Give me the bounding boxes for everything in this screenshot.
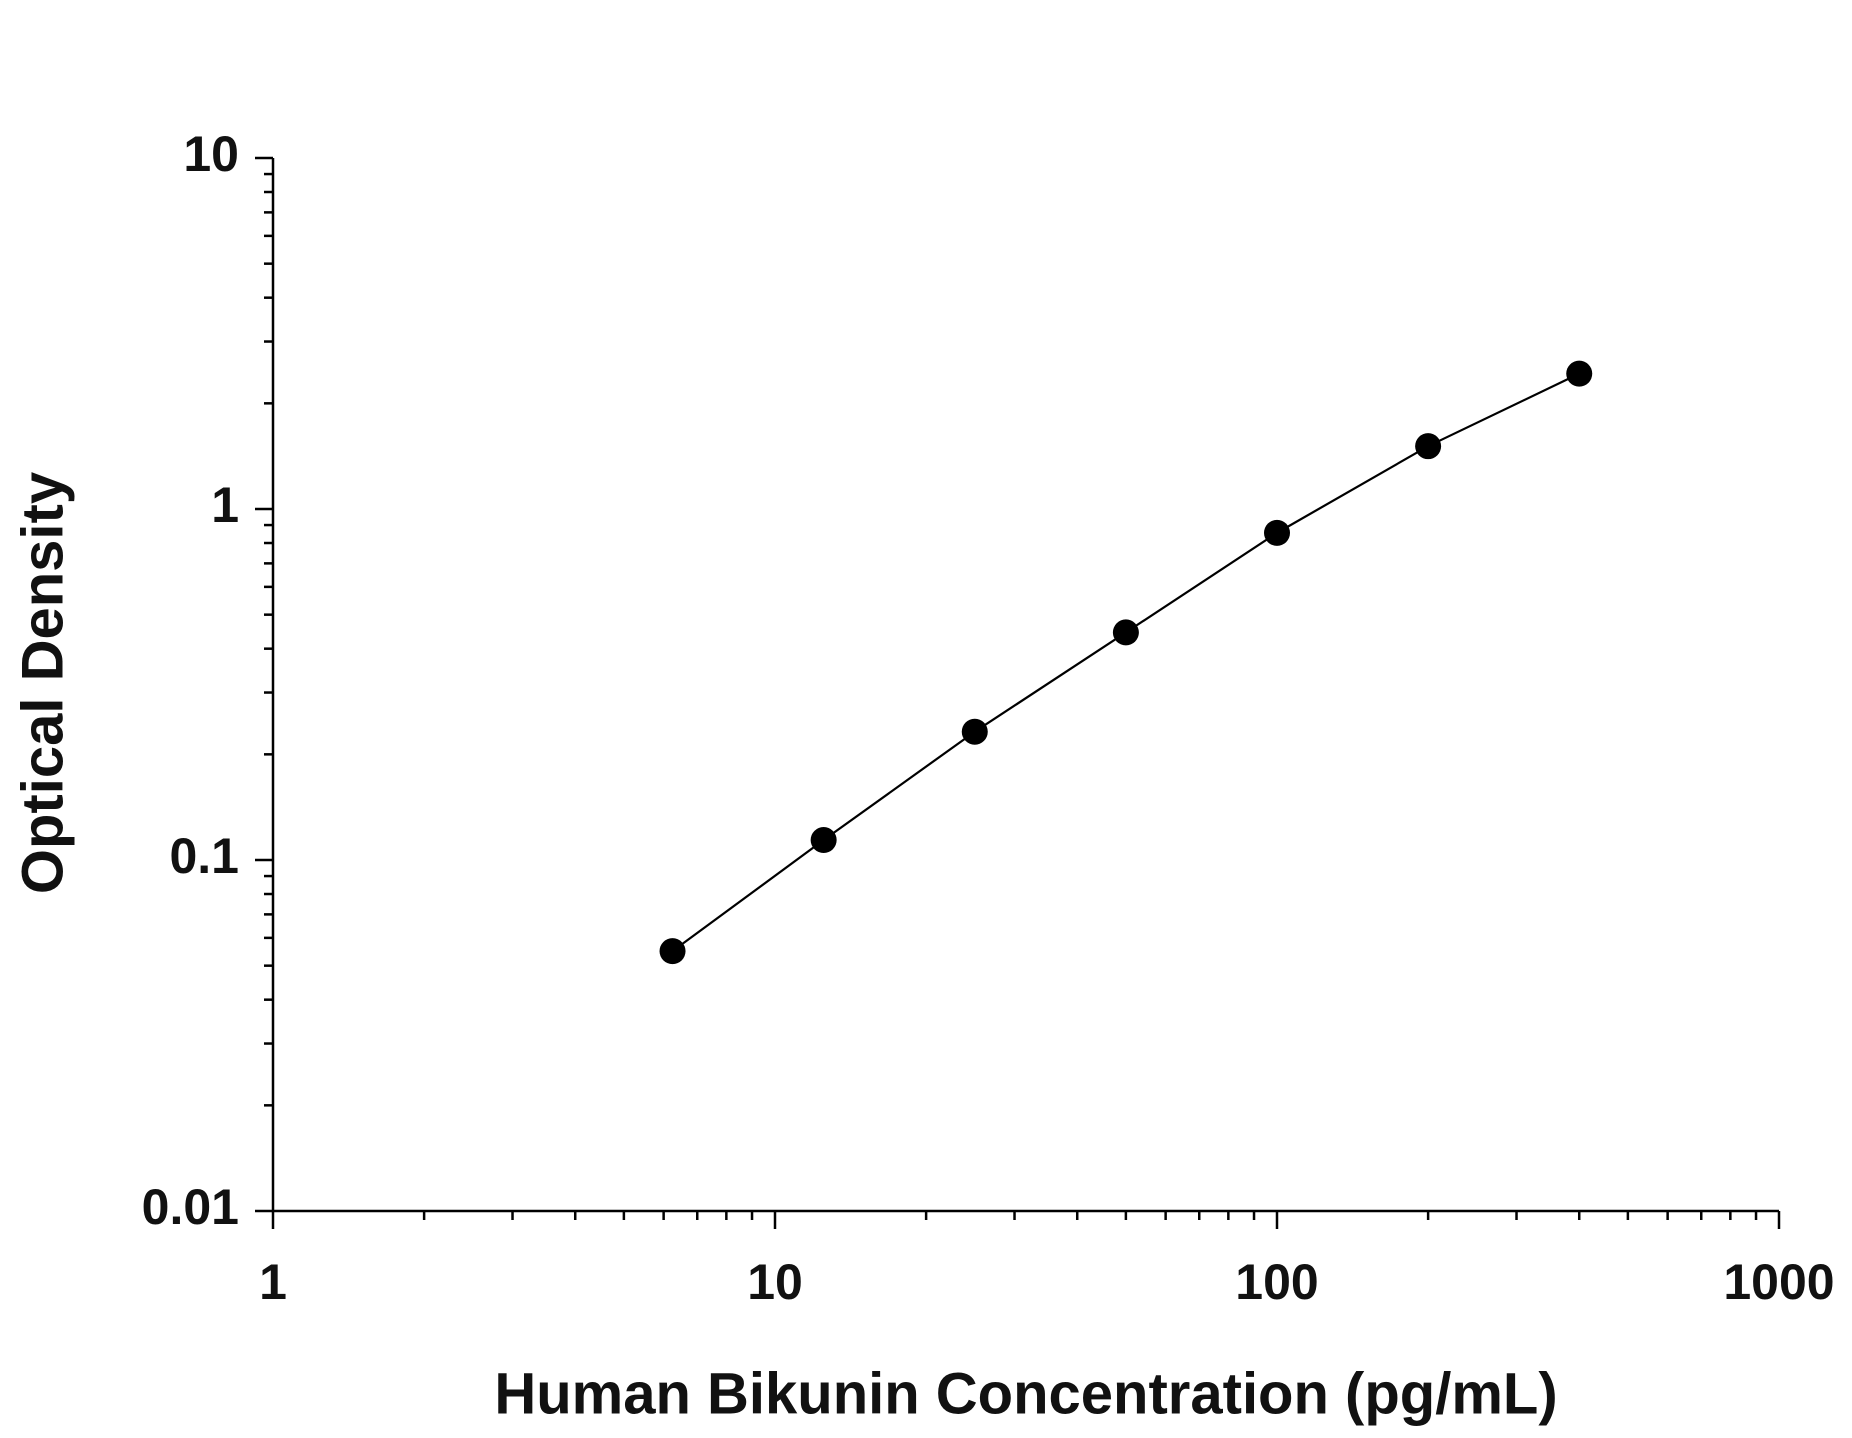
x-tick-label: 1 <box>259 1254 287 1310</box>
y-axis-title: Optical Density <box>10 472 75 894</box>
y-tick-label: 10 <box>183 126 239 182</box>
data-point <box>1112 619 1139 646</box>
x-tick-label: 100 <box>1235 1254 1318 1310</box>
data-point <box>1415 433 1442 460</box>
data-point <box>810 827 837 854</box>
y-tick-label: 1 <box>211 477 239 533</box>
x-axis-title: Human Bikunin Concentration (pg/mL) <box>494 1361 1557 1426</box>
y-tick-label: 0.01 <box>142 1179 239 1235</box>
fit-curve <box>671 372 1580 953</box>
x-tick-label: 10 <box>747 1254 803 1310</box>
x-tick-label: 1000 <box>1723 1254 1834 1310</box>
data-point <box>1566 360 1593 387</box>
data-point <box>659 938 686 965</box>
data-point <box>1264 519 1290 546</box>
y-tick-label: 0.1 <box>169 828 239 884</box>
data-point <box>961 718 988 745</box>
